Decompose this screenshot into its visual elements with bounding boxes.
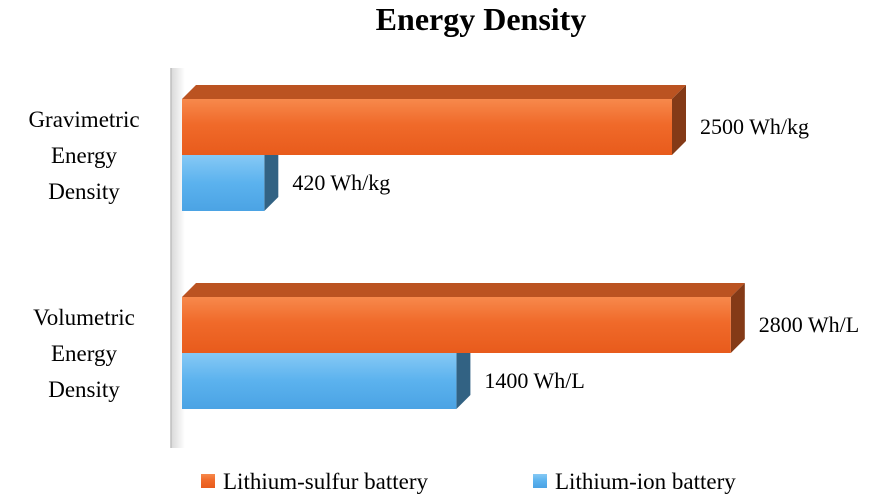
bar-end-face [730,283,745,353]
legend: Lithium-sulfur battery Lithium-ion batter… [201,469,736,494]
legend-label: Lithium-ion battery [555,469,736,494]
bar-lithium-sulfur-0 [182,85,686,155]
bar-top-face [182,85,686,99]
bar-front-face [182,155,265,211]
bar-front-face [182,99,672,155]
data-label-lithium-sulfur-0: 2500 Wh/kg [700,114,809,139]
bar-end-face [672,85,686,155]
chart-title: Energy Density [376,1,587,37]
data-labels: 420 Wh/kg 2500 Wh/kg 1400 Wh/L 2800 Wh/L [292,114,859,393]
bar-end-face [456,339,471,409]
legend-label: Lithium-sulfur battery [223,469,429,494]
legend-swatch [201,474,215,488]
category-label-1: Volumetric Energy Density [33,305,135,402]
legend-item-lithium-sulfur: Lithium-sulfur battery [201,469,429,494]
bar-front-face [182,297,731,353]
bar-front-face [182,353,457,409]
category-labels: Gravimetric Energy Density Volumetric Energy… [28,107,139,402]
value-axis-wall [171,68,185,448]
data-label-lithium-ion-0: 420 Wh/kg [292,170,390,195]
bar-top-face [182,283,745,297]
data-label-lithium-ion-1: 1400 Wh/L [484,368,584,393]
legend-swatch [533,474,547,488]
category-label-0: Gravimetric Energy Density [28,107,139,204]
legend-item-lithium-ion: Lithium-ion battery [533,469,736,494]
bar-end-face [264,141,279,211]
bars-layer [182,85,745,409]
bar-lithium-sulfur-1 [182,283,745,353]
data-label-lithium-sulfur-1: 2800 Wh/L [759,312,859,337]
